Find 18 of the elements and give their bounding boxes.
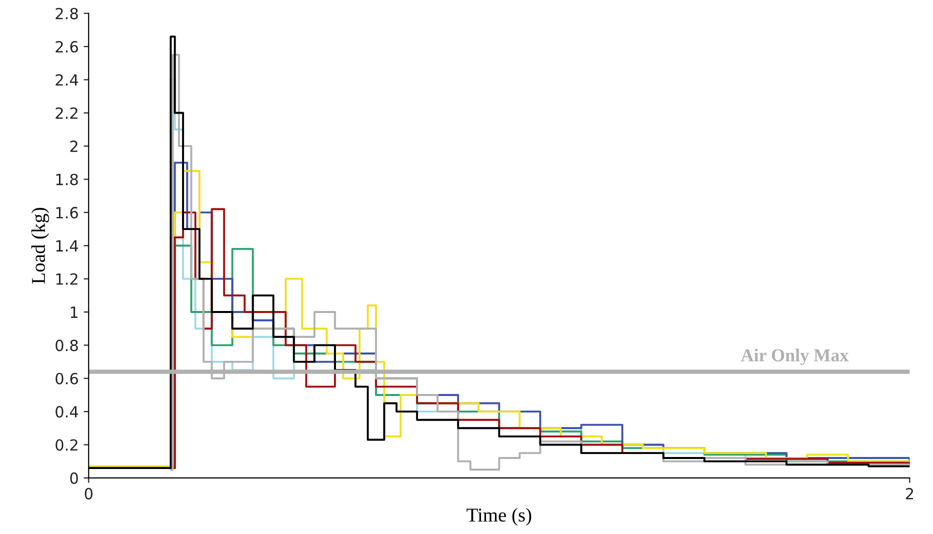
- y-tick-label: 2.6: [56, 41, 78, 53]
- y-tick-label: 2: [70, 140, 78, 152]
- x-axis-title: Time (s): [466, 508, 532, 526]
- y-tick-label: 1.2: [56, 273, 78, 285]
- y-tick-label: 0.4: [56, 406, 78, 418]
- y-tick-label: 2.4: [56, 74, 78, 86]
- y-tick-label: 1.4: [56, 240, 78, 252]
- y-tick-label: 2.2: [56, 107, 78, 119]
- y-tick-label: 0.2: [56, 439, 78, 451]
- y-tick-label: 1.8: [56, 174, 78, 186]
- y-tick-label: 1.6: [56, 206, 78, 218]
- y-tick-label: 0.6: [56, 372, 78, 384]
- y-tick-label: 0: [70, 472, 78, 484]
- ref-line-label: Air Only Max: [740, 348, 849, 366]
- y-axis-title: Load (kg): [31, 208, 50, 284]
- y-tick-label: 2.8: [56, 8, 78, 20]
- y-tick-label: 1: [70, 306, 78, 318]
- y-tick-label: 0.8: [56, 340, 78, 352]
